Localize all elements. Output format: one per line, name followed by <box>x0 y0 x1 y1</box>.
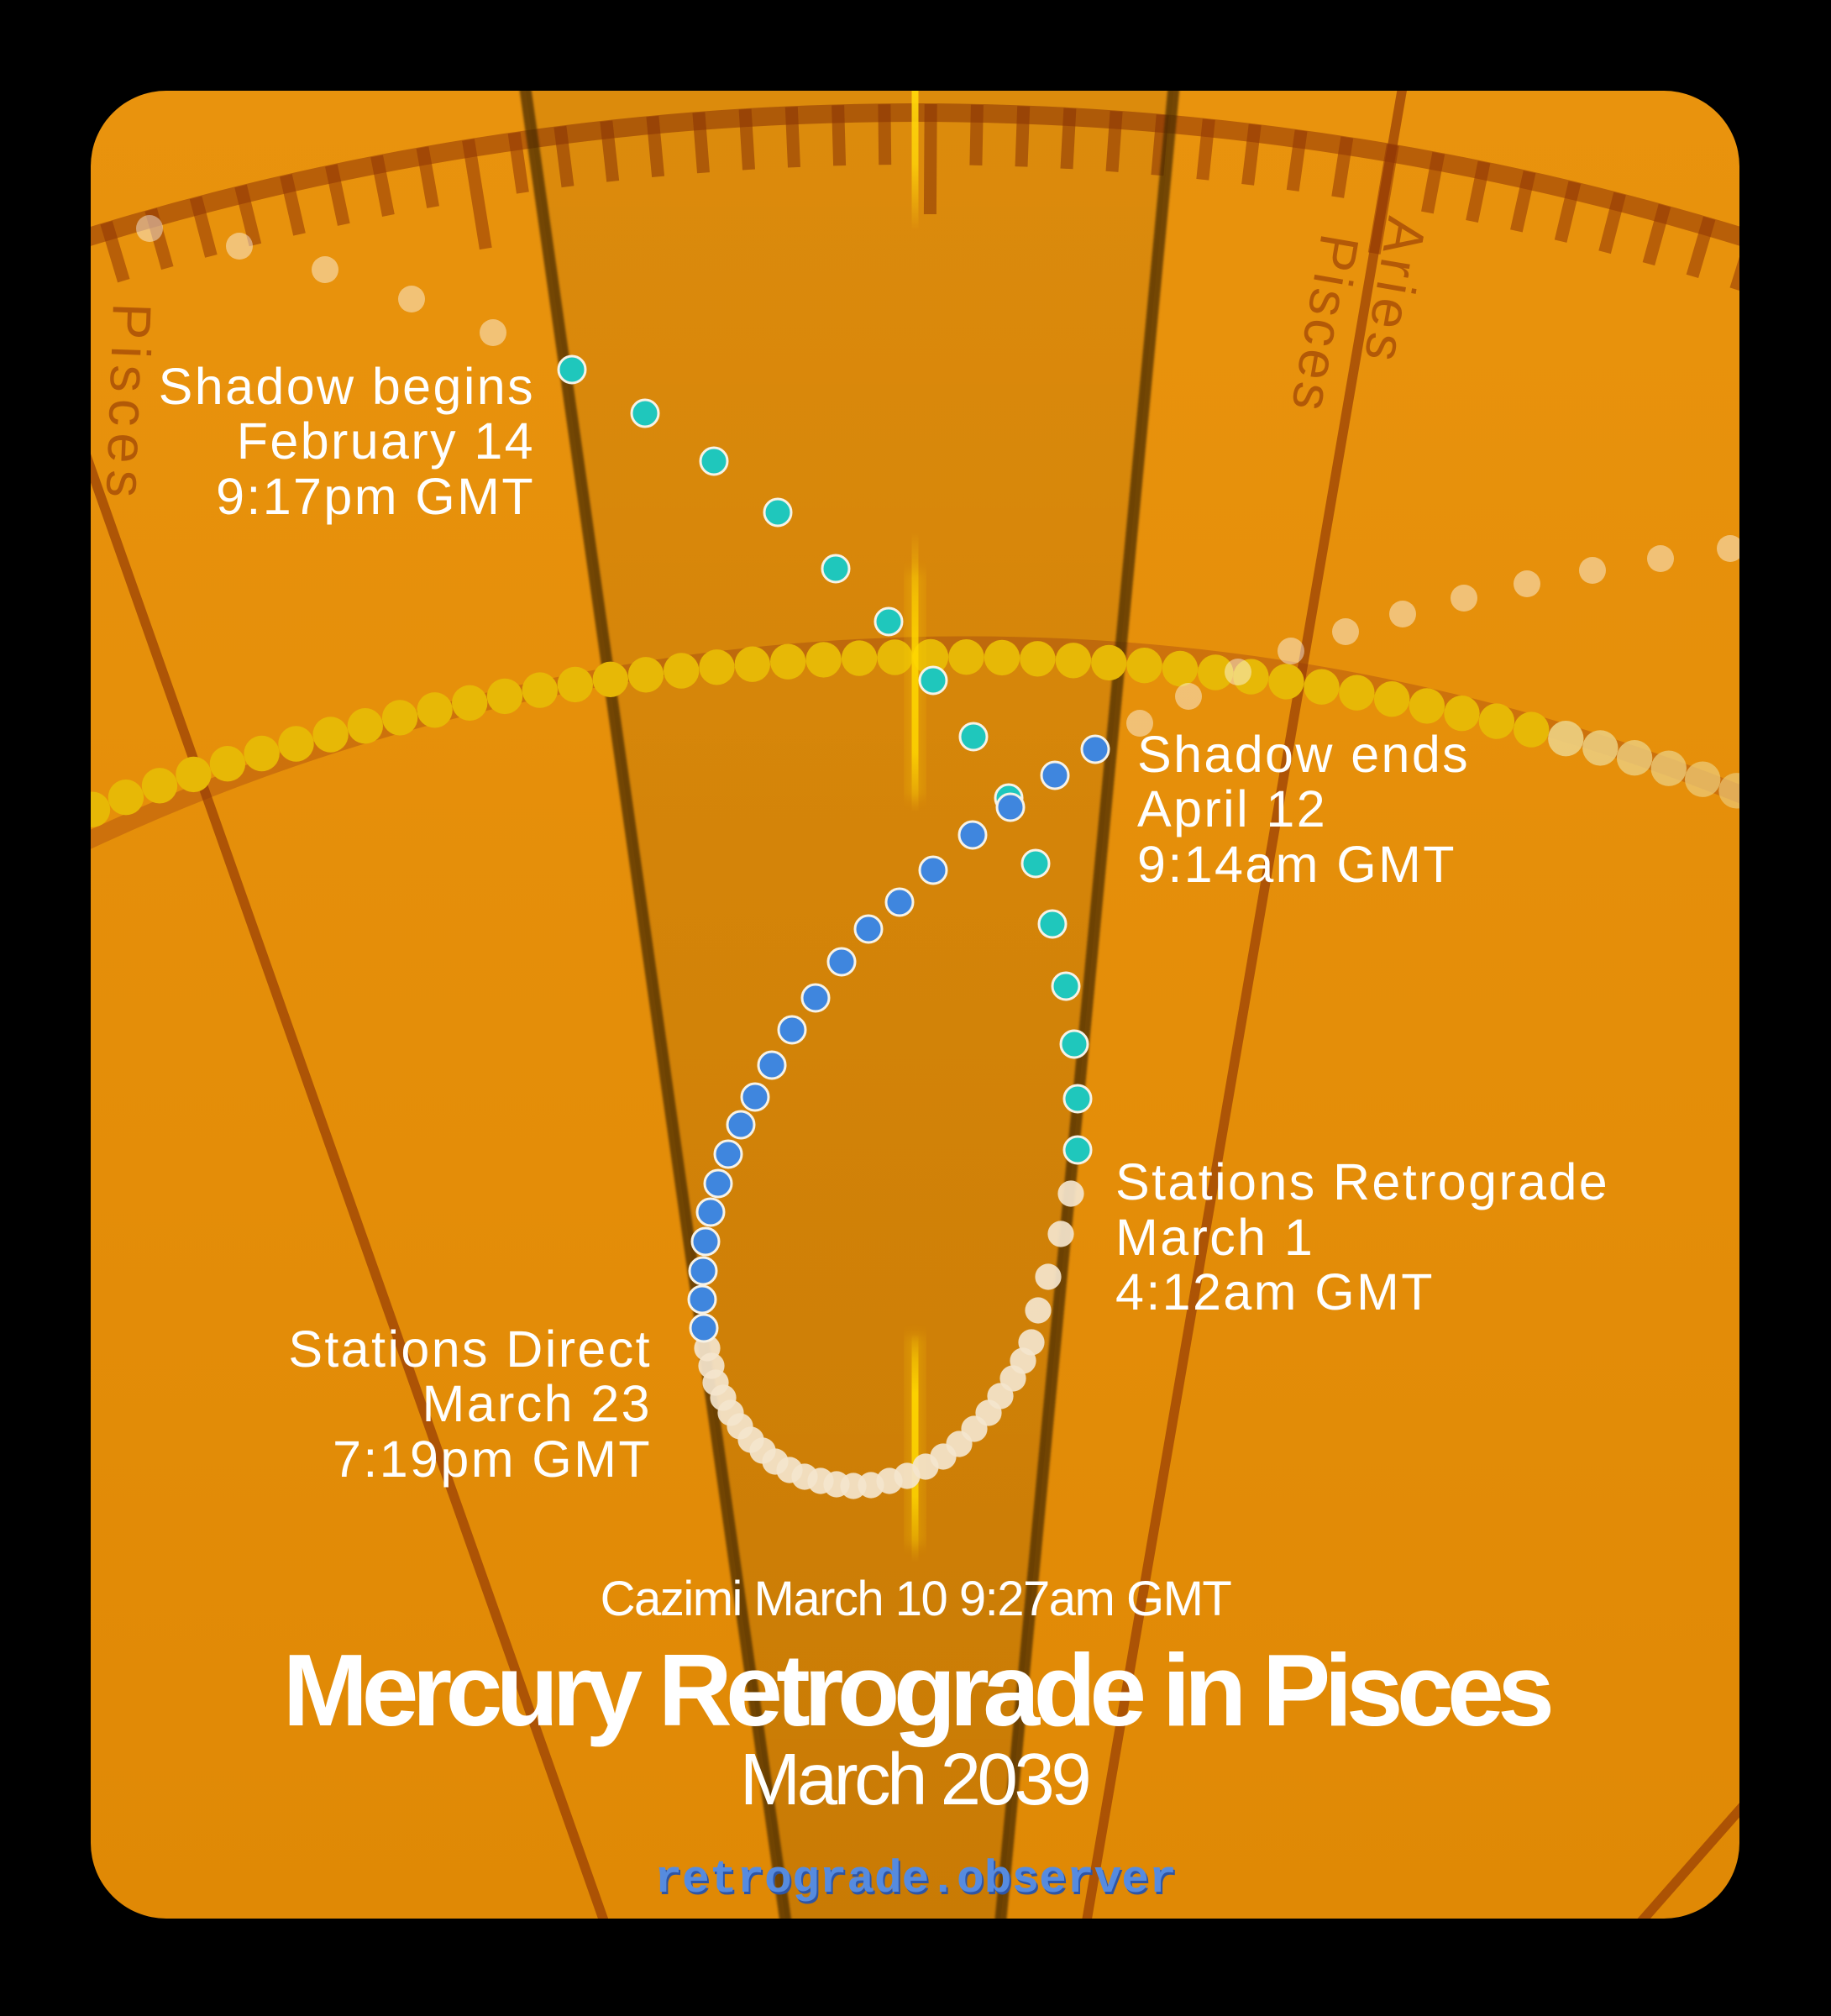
svg-text:7:19pm GMT: 7:19pm GMT <box>333 1431 652 1488</box>
svg-text:Shadow begins: Shadow begins <box>159 358 535 415</box>
svg-text:February 14: February 14 <box>237 412 535 470</box>
svg-text:9:14am GMT: 9:14am GMT <box>1137 836 1456 893</box>
svg-text:Shadow ends: Shadow ends <box>1137 726 1470 783</box>
svg-text:Mercury Retrograde in Pisces: Mercury Retrograde in Pisces <box>283 1633 1550 1747</box>
svg-text:retrograde.observer: retrograde.observer <box>654 1855 1176 1906</box>
svg-text:retrograde.observer: retrograde.observer <box>656 1857 1178 1908</box>
svg-text:4:12am GMT: 4:12am GMT <box>1115 1263 1435 1320</box>
svg-text:April 12: April 12 <box>1137 780 1327 837</box>
svg-text:Stations Direct: Stations Direct <box>288 1320 652 1378</box>
svg-text:9:17pm GMT: 9:17pm GMT <box>216 468 535 525</box>
svg-text:Pisces: Pisces <box>95 302 163 506</box>
svg-text:March 2039: March 2039 <box>740 1739 1089 1820</box>
svg-text:March 23: March 23 <box>422 1375 652 1432</box>
svg-text:Stations Retrograde: Stations Retrograde <box>1115 1153 1609 1210</box>
svg-text:March 1: March 1 <box>1115 1209 1314 1266</box>
svg-text:Cazimi March 10 9:27am GMT: Cazimi March 10 9:27am GMT <box>601 1572 1232 1626</box>
